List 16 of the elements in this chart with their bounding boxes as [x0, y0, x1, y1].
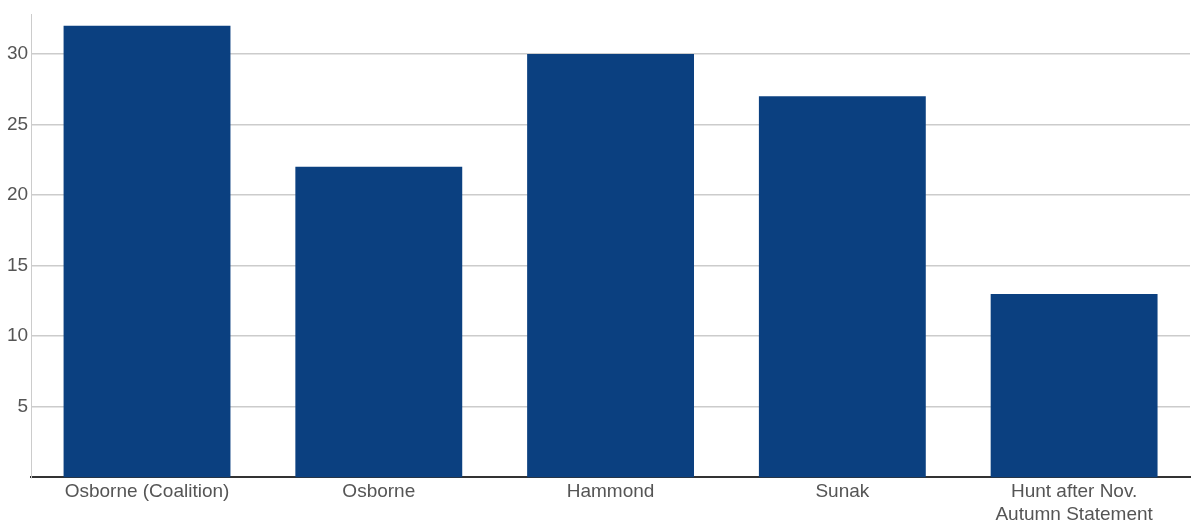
bar [295, 166, 463, 478]
x-tick-label: Sunak [815, 480, 870, 502]
bar [990, 293, 1158, 478]
x-tick-label: Hammond [566, 480, 655, 502]
y-tick-label: 25 [6, 112, 29, 134]
bar [63, 25, 231, 478]
y-tick-label: 5 [17, 395, 29, 417]
bar [527, 53, 695, 478]
x-tick-label: Hunt after Nov. Autumn Statement [995, 480, 1154, 524]
y-tick-label: 15 [6, 253, 29, 275]
y-tick-label: 30 [6, 42, 29, 64]
bar [758, 96, 926, 478]
x-tick-label: Osborne (Coalition) [64, 480, 230, 502]
y-tick-label: 10 [6, 324, 29, 346]
y-tick-label: 20 [6, 183, 29, 205]
x-tick-label: Osborne [342, 480, 416, 502]
